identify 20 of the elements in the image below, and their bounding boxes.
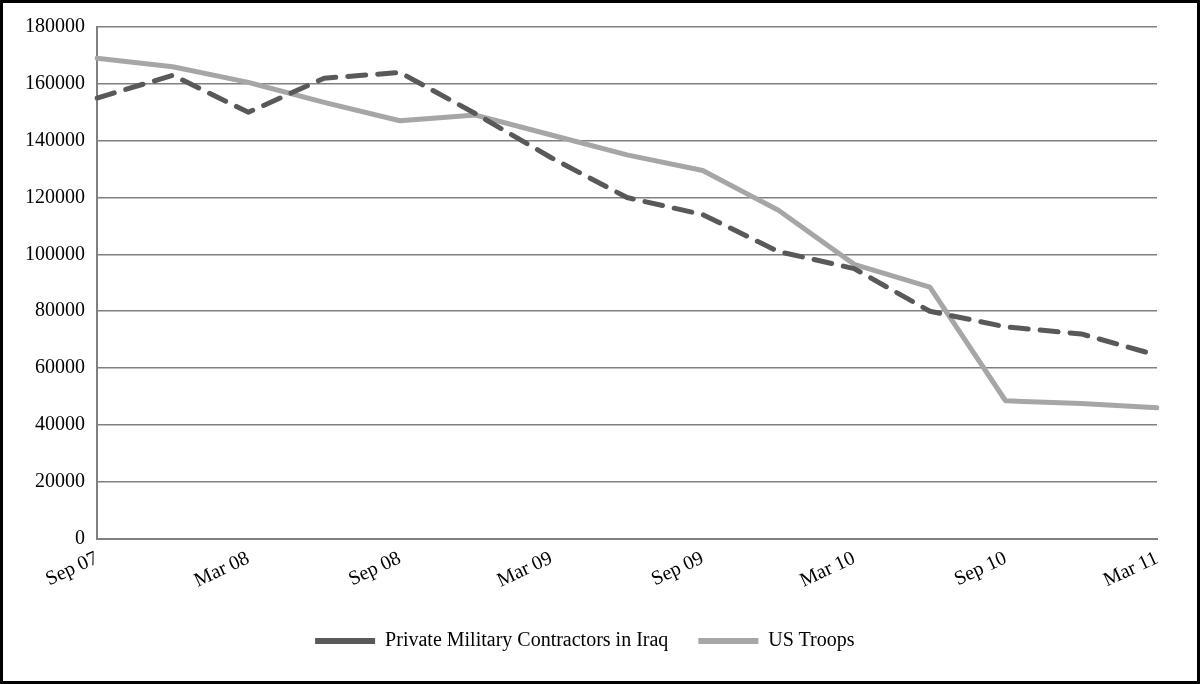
- y-tick-label: 20000: [35, 469, 85, 492]
- x-tick-label: Mar 11: [1099, 545, 1161, 591]
- x-tick-label: Mar 08: [190, 545, 253, 591]
- y-tick-label: 40000: [35, 412, 85, 435]
- y-tick-label: 80000: [35, 298, 85, 321]
- y-tick-label: 180000: [25, 14, 85, 37]
- x-tick-label: Sep 10: [950, 545, 1010, 591]
- y-tick-label: 140000: [25, 127, 85, 150]
- y-tick-label: 100000: [25, 241, 85, 264]
- legend-label: Private Military Contractors in Iraq: [385, 628, 669, 652]
- x-tick-label: Sep 08: [344, 545, 405, 591]
- x-tick-label: Mar 09: [493, 545, 556, 591]
- y-tick-label: 120000: [25, 184, 85, 207]
- x-tick-label: Sep 09: [647, 545, 708, 591]
- y-tick-label: 60000: [35, 355, 85, 378]
- legend-label: US Troops: [768, 628, 855, 652]
- y-tick-label: 0: [75, 525, 85, 548]
- y-tick-label: 160000: [25, 71, 85, 94]
- x-tick-label: Mar 10: [795, 545, 859, 591]
- x-tick-label: Sep 07: [41, 545, 102, 591]
